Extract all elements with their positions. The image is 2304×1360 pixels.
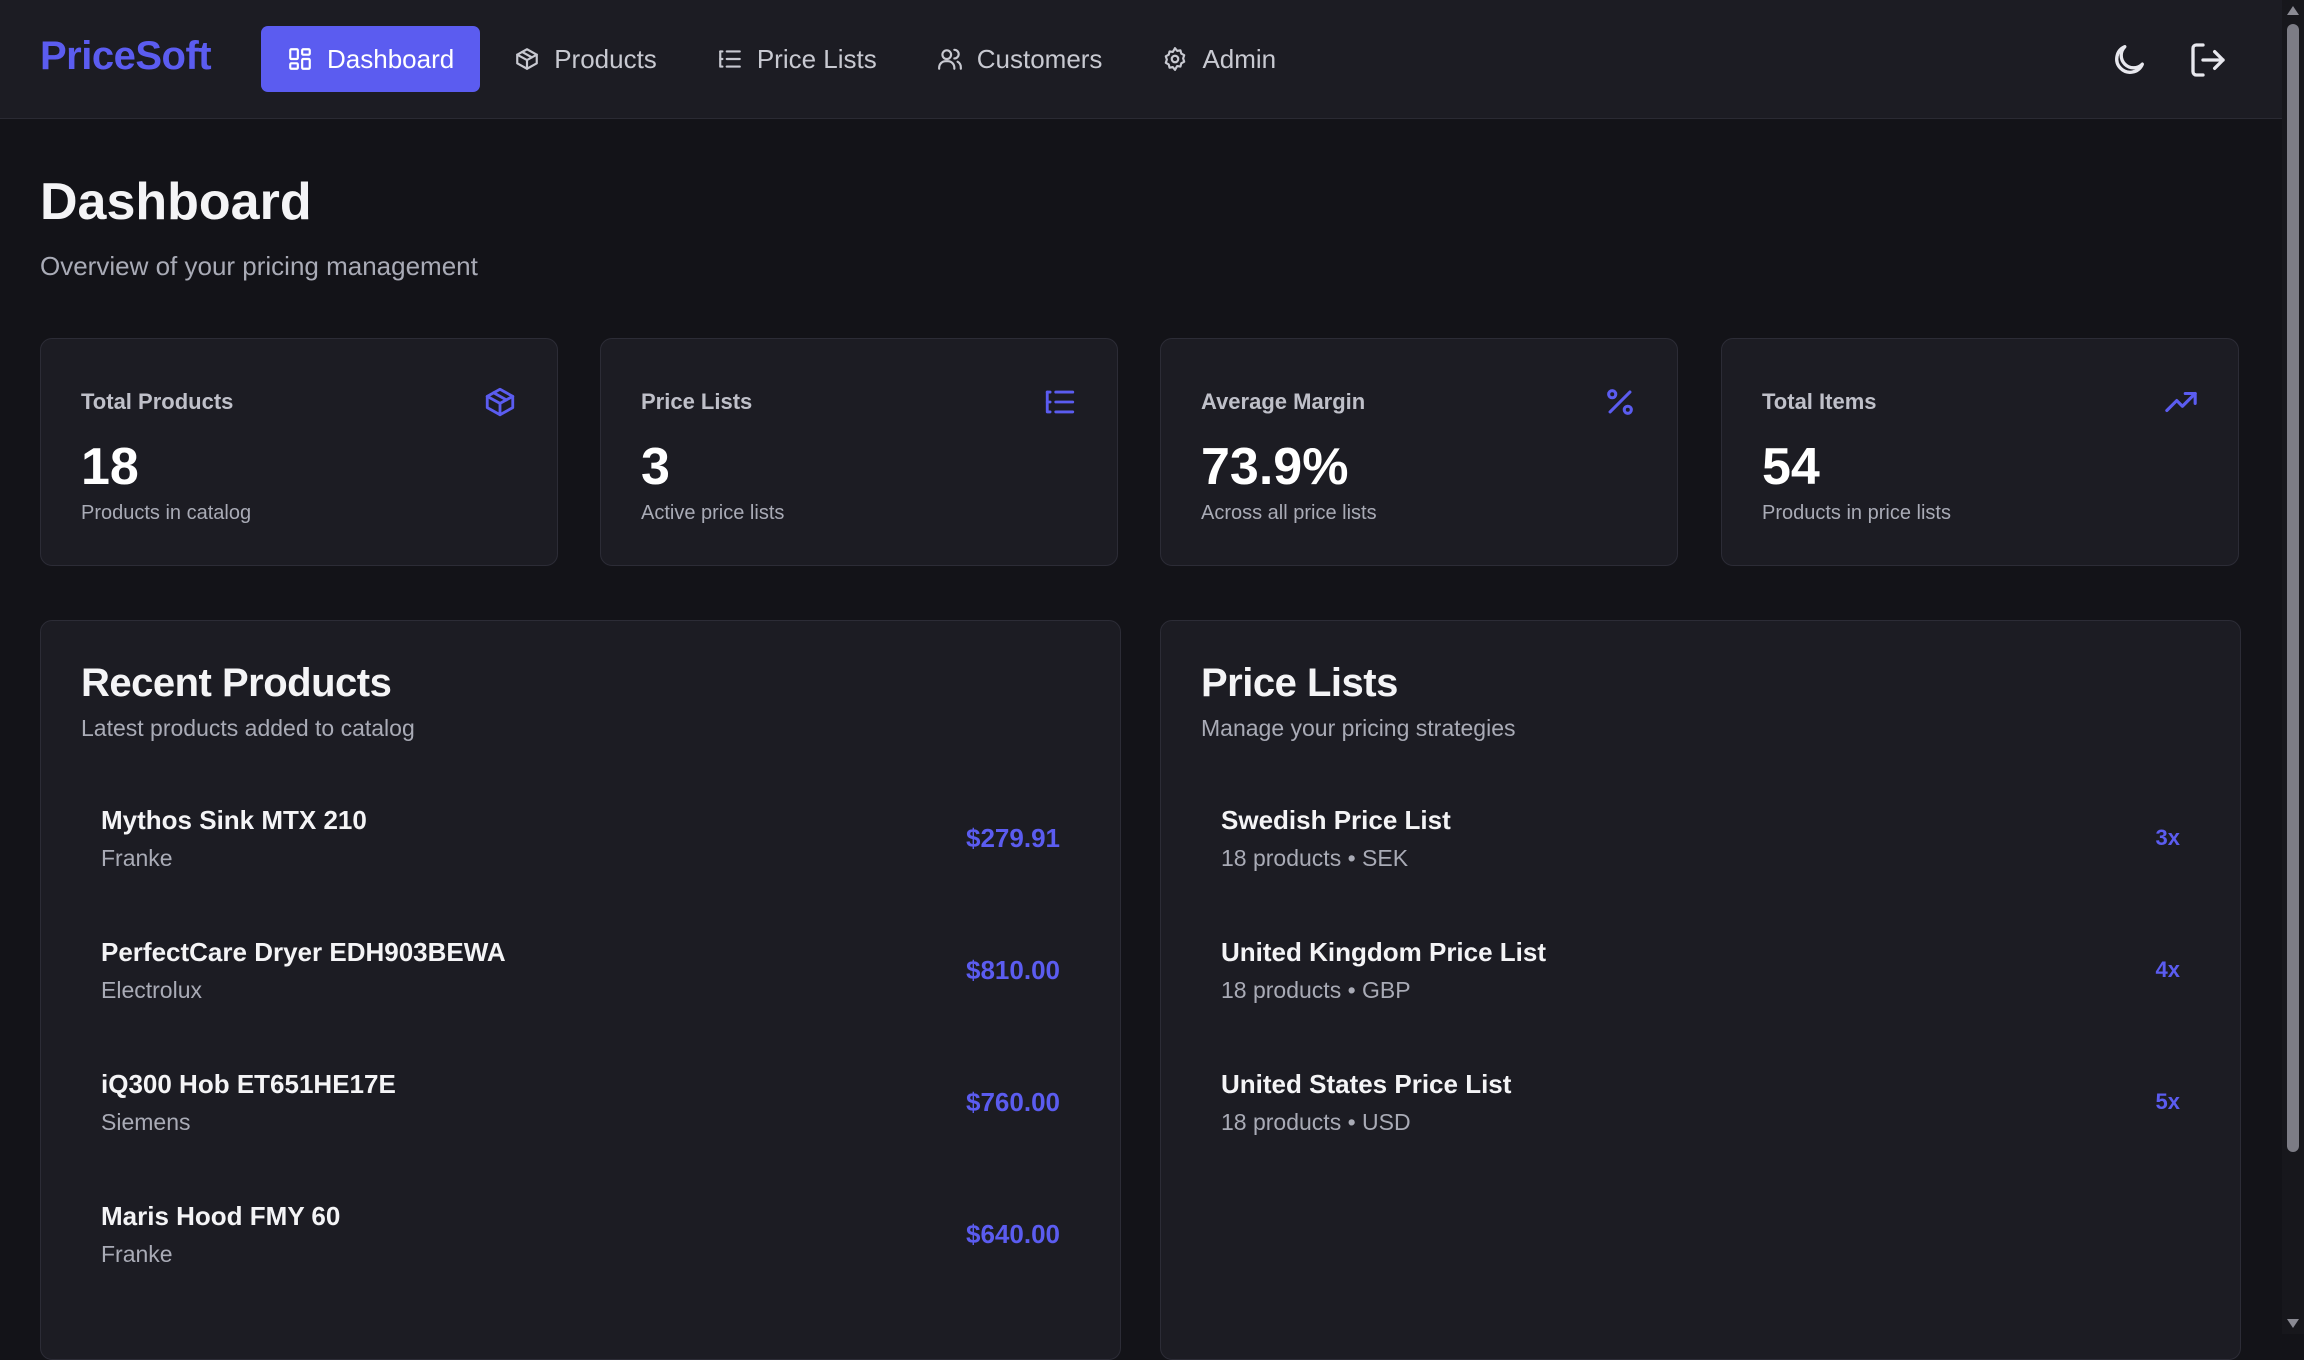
product-price: $279.91 [966,823,1060,853]
price-list-meta: 18 products • USD [1221,1109,1411,1135]
price-list-row[interactable]: Swedish Price List 18 products • SEK 3x [1201,785,2200,893]
price-list-multiplier: 5x [2155,1089,2180,1114]
product-name: Mythos Sink MTX 210 [101,805,367,835]
price-list-multiplier: 4x [2155,957,2180,982]
gear-icon [1165,47,1186,71]
panel-title: Price Lists [1201,661,1398,705]
product-row[interactable]: Maris Hood FMY 60 Franke $640.00 [81,1181,1080,1289]
box-icon [483,385,517,419]
product-name: Maris Hood FMY 60 [101,1201,341,1231]
price-list-row[interactable]: United States Price List 18 products • U… [1201,1049,2200,1157]
stat-note: Products in price lists [1762,502,1951,524]
stat-card-average-margin: Average Margin 73.9% Across all price li… [1160,338,1678,566]
price-list-name: Swedish Price List [1221,805,1451,835]
main-nav: Dashboard Products Price Lists Customers… [261,26,1310,92]
logout-button[interactable] [2188,40,2228,80]
stat-card-total-products: Total Products 18 Products in catalog [40,338,558,566]
nav-item-customers[interactable]: Customers [911,26,1129,92]
theme-toggle-button[interactable] [2109,40,2149,80]
stat-value: 73.9% [1201,438,1349,496]
price-lists-panel: Price Lists Manage your pricing strategi… [1160,620,2241,1360]
stat-card-price-lists: Price Lists 3 Active price lists [600,338,1118,566]
recent-products-list: Mythos Sink MTX 210 Franke $279.91 Perfe… [81,785,1080,1313]
scrollbar-thumb[interactable] [2287,24,2299,1152]
product-brand: Franke [101,845,173,871]
scroll-down-arrow[interactable] [2287,1319,2299,1328]
product-brand: Electrolux [101,977,202,1003]
panel-subtitle: Latest products added to catalog [81,715,415,741]
stat-note: Active price lists [641,502,785,524]
price-list-meta: 18 products • GBP [1221,977,1411,1003]
price-list-meta: 18 products • SEK [1221,845,1409,871]
stat-label: Price Lists [641,389,753,414]
page-subtitle: Overview of your pricing management [40,251,478,281]
product-row[interactable]: iQ300 Hob ET651HE17E Siemens $760.00 [81,1049,1080,1157]
nav-item-label: Dashboard [327,43,455,74]
product-price: $640.00 [966,1219,1060,1249]
product-price: $760.00 [966,1087,1060,1117]
stat-label: Average Margin [1201,389,1366,414]
nav-item-label: Admin [1202,43,1277,74]
product-brand: Franke [101,1241,173,1267]
nav-item-products[interactable]: Products [488,26,683,92]
product-brand: Siemens [101,1109,191,1135]
stat-label: Total Items [1762,389,1877,414]
stat-note: Products in catalog [81,502,252,524]
stat-label: Total Products [81,389,234,414]
product-name: iQ300 Hob ET651HE17E [101,1069,396,1099]
nav-item-label: Price Lists [756,43,877,74]
stat-note: Across all price lists [1201,502,1377,524]
page-title: Dashboard [40,173,312,231]
stat-value: 54 [1762,438,1820,496]
product-row[interactable]: PerfectCare Dryer EDH903BEWA Electrolux … [81,917,1080,1025]
nav-item-label: Products [554,43,657,74]
price-list-name: United Kingdom Price List [1221,937,1547,967]
product-name: PerfectCare Dryer EDH903BEWA [101,937,506,967]
dashboard-grid-icon [289,48,311,70]
top-navigation-bar: PriceSoft Dashboard Products Price Lists… [0,0,2282,119]
page-scrollbar[interactable] [2282,0,2304,1334]
price-list-name: United States Price List [1221,1069,1512,1099]
panel-subtitle: Manage your pricing strategies [1201,715,1516,741]
stat-value: 3 [641,438,670,496]
scroll-up-arrow[interactable] [2287,6,2299,15]
list-icon [1043,385,1077,419]
product-price: $810.00 [966,955,1060,985]
panel-title: Recent Products [81,661,392,705]
moon-icon [2115,45,2144,74]
stat-value: 18 [81,438,139,496]
nav-item-label: Customers [976,43,1103,74]
list-icon [718,50,741,68]
box-icon [516,48,539,70]
app-logo[interactable]: PriceSoft [40,34,212,78]
price-lists-list: Swedish Price List 18 products • SEK 3x … [1201,785,2200,1181]
percent-icon [1603,385,1637,419]
recent-products-panel: Recent Products Latest products added to… [40,620,1121,1360]
trending-up-icon [2164,385,2198,419]
stat-card-total-items: Total Items 54 Products in price lists [1721,338,2239,566]
price-list-multiplier: 3x [2155,825,2180,850]
nav-item-admin[interactable]: Admin [1136,26,1302,92]
product-row[interactable]: Mythos Sink MTX 210 Franke $279.91 [81,785,1080,893]
logout-icon [2191,43,2225,77]
price-list-row[interactable]: United Kingdom Price List 18 products • … [1201,917,2200,1025]
nav-item-dashboard[interactable]: Dashboard [261,26,481,92]
nav-item-price-lists[interactable]: Price Lists [691,26,903,92]
users-icon [937,48,962,70]
